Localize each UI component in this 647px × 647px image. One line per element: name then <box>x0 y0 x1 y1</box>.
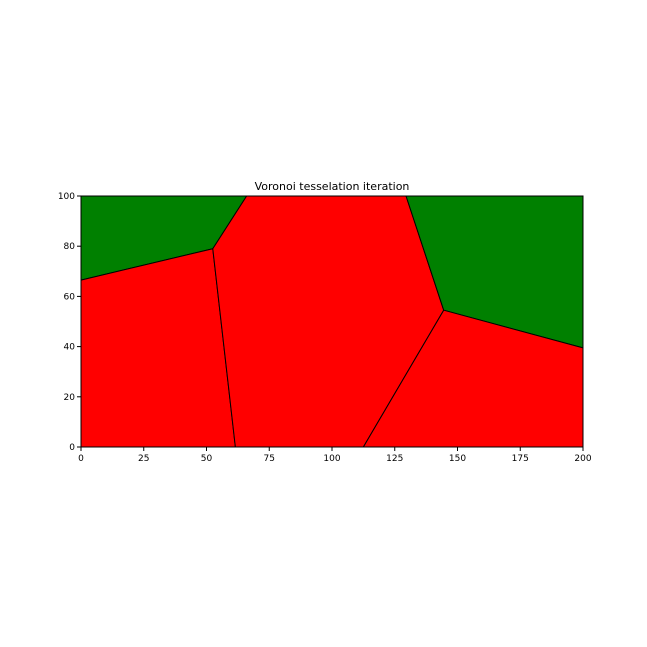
x-tick-label: 25 <box>138 454 149 464</box>
y-tick-label: 60 <box>64 292 76 302</box>
y-tick-label: 80 <box>64 242 76 252</box>
y-tick-label: 0 <box>69 443 75 453</box>
chart-title: Voronoi tesselation iteration <box>255 180 410 193</box>
y-tick-label: 100 <box>58 192 75 202</box>
y-tick-label: 40 <box>64 343 76 353</box>
cell-left <box>80 248 236 448</box>
x-tick-label: 175 <box>512 454 529 464</box>
x-tick-label: 150 <box>449 454 466 464</box>
x-axis: 0 25 50 75 100 125 150 175 200 <box>78 447 592 464</box>
x-tick-label: 125 <box>386 454 403 464</box>
x-tick-label: 50 <box>201 454 213 464</box>
x-tick-label: 100 <box>323 454 340 464</box>
y-tick-label: 20 <box>64 393 76 403</box>
x-tick-label: 200 <box>574 454 591 464</box>
y-axis: 0 20 40 60 80 100 <box>58 192 81 453</box>
voronoi-cells <box>80 195 584 448</box>
x-tick-label: 0 <box>78 454 84 464</box>
x-tick-label: 75 <box>264 454 275 464</box>
